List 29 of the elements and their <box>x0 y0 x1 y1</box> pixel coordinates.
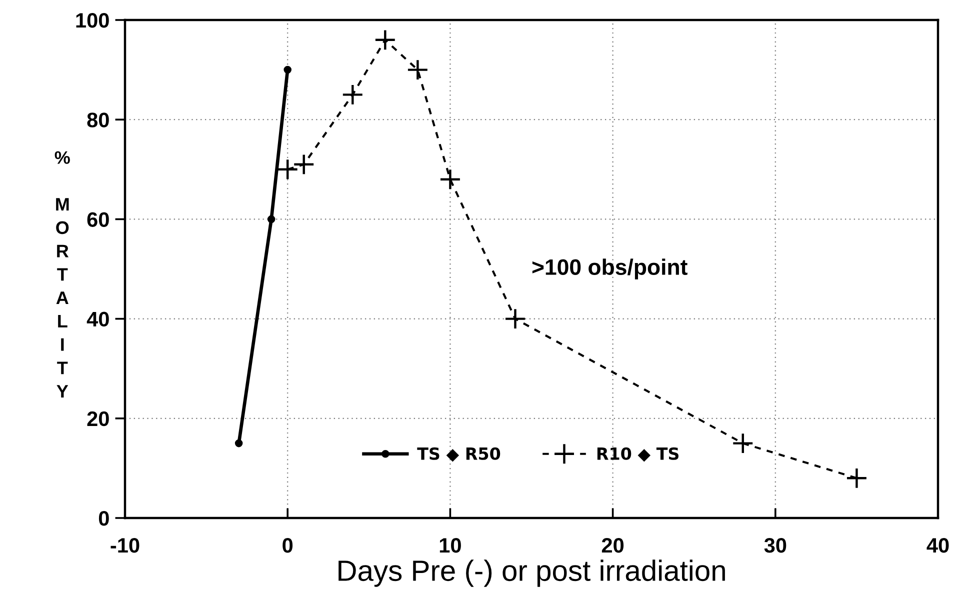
x-tick-label: 20 <box>602 538 624 553</box>
point <box>732 432 754 454</box>
x-tick-label: 40 <box>926 538 949 553</box>
x-tick-label: 10 <box>440 538 461 553</box>
point <box>284 66 292 74</box>
point <box>276 158 298 180</box>
point <box>406 58 429 81</box>
x-tick-label: -10 <box>110 538 140 553</box>
text: % MORTALITY <box>54 151 70 398</box>
legend-label: R10 ◆ TS <box>597 447 679 462</box>
y-tick-label: 0 <box>98 511 109 526</box>
x-axis-title: Days Pre (-) or post irradiation <box>338 560 725 587</box>
y-tick-label: 40 <box>86 312 109 327</box>
x-tick-label: 30 <box>764 538 786 553</box>
y-tick-label: 60 <box>87 212 109 227</box>
point <box>439 168 462 190</box>
legend-label: TS ◆ R50 <box>417 447 500 462</box>
point <box>342 84 364 106</box>
annotation: >100 obs/point <box>532 258 688 280</box>
y-tick-label: 20 <box>87 411 109 426</box>
point <box>234 439 243 448</box>
x-tick-label: 0 <box>282 538 293 553</box>
point <box>374 29 396 51</box>
point <box>846 467 868 489</box>
point <box>293 154 315 176</box>
point <box>504 308 526 330</box>
point <box>267 215 276 224</box>
y-tick-label: 100 <box>76 13 109 28</box>
y-tick-label: 80 <box>87 112 109 128</box>
